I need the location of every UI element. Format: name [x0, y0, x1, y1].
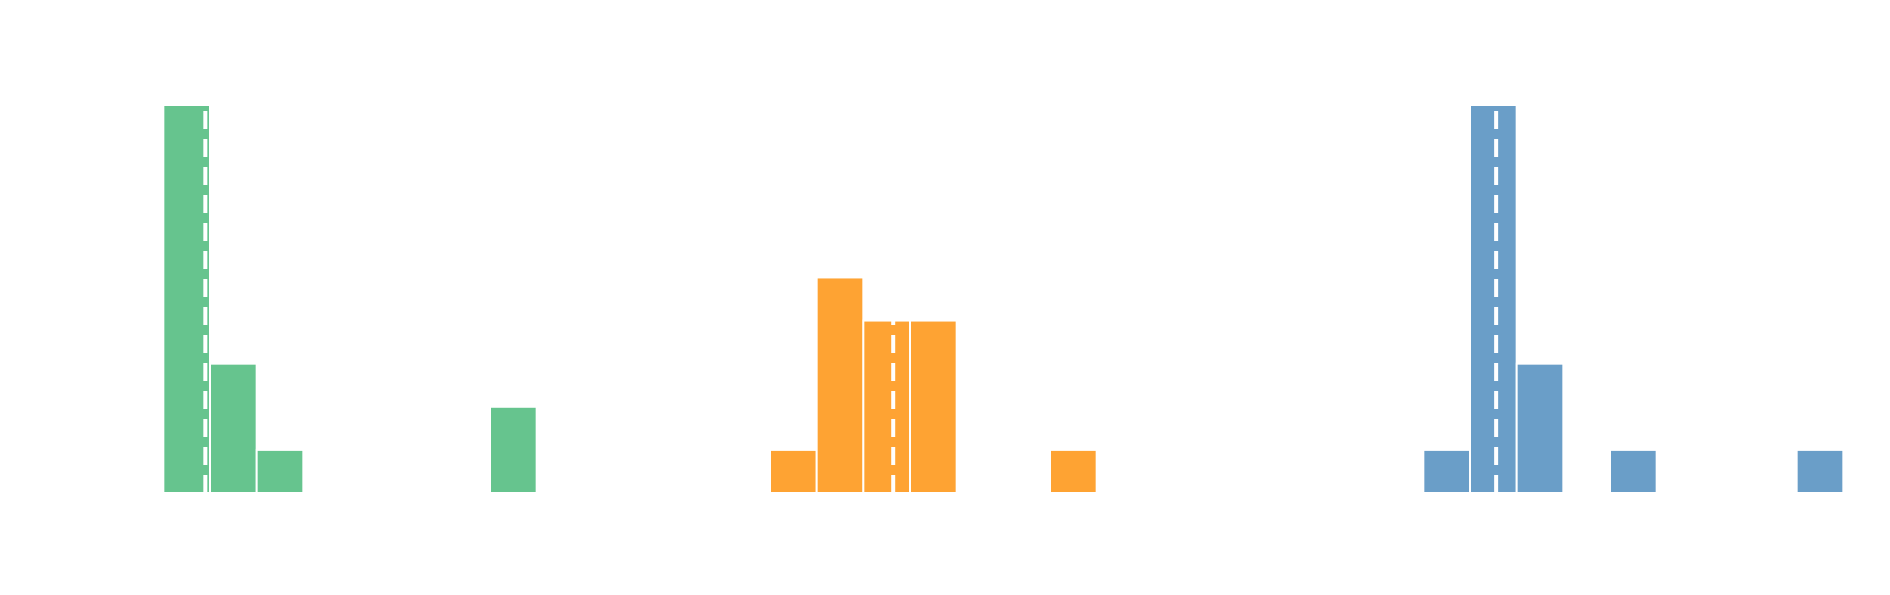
bar [815, 276, 865, 495]
bar [862, 319, 911, 494]
bar [1049, 448, 1098, 494]
bar [489, 405, 538, 494]
bar [909, 319, 958, 494]
bar [769, 448, 818, 494]
bar [209, 362, 258, 494]
bar [1469, 104, 1518, 494]
bar [1515, 362, 1565, 494]
bar [255, 448, 305, 494]
bar [1795, 448, 1845, 494]
bar [1422, 448, 1472, 494]
bar [162, 104, 211, 494]
bar [1609, 448, 1658, 494]
